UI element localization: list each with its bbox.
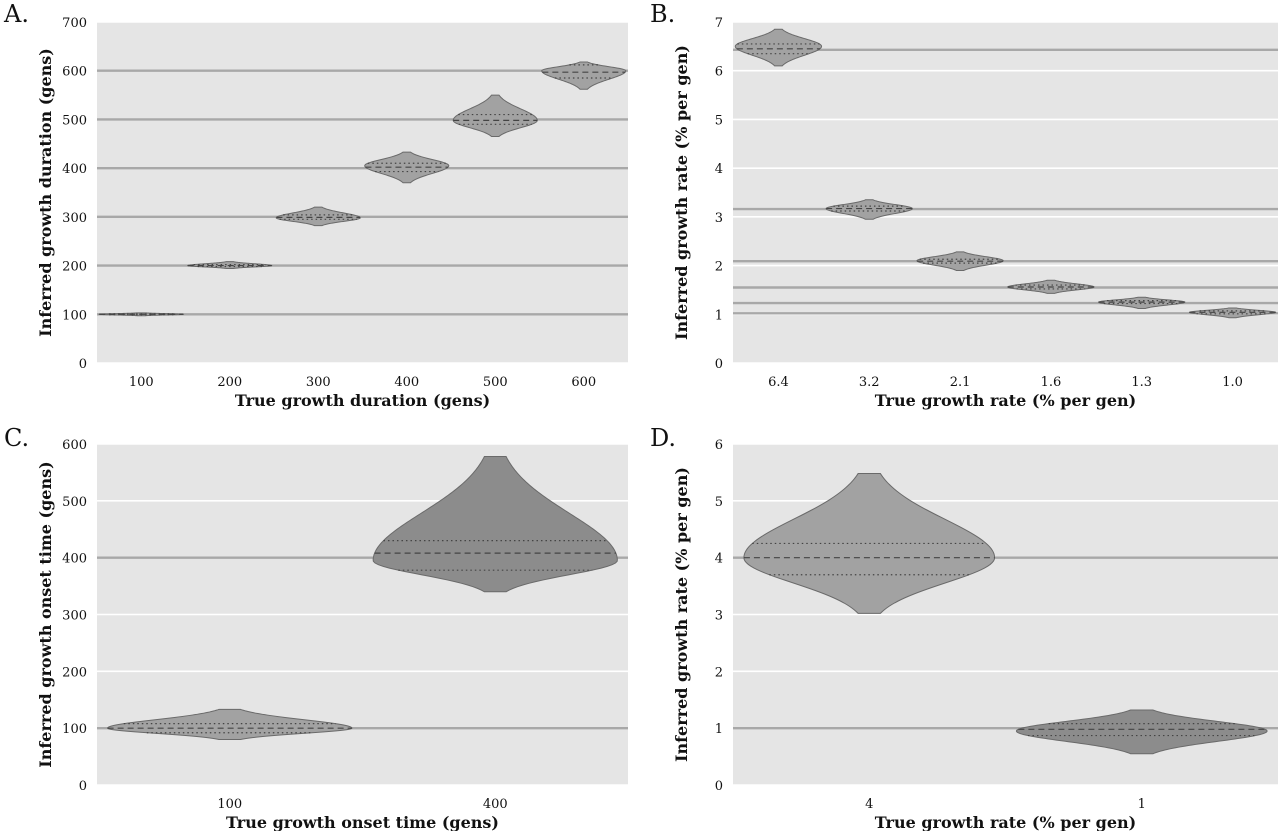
y-tick-label: 4 (715, 552, 723, 567)
y-tick-label: 1 (715, 308, 723, 323)
violin-500 (452, 94, 538, 137)
x-tick-label: 500 (483, 375, 508, 390)
x-axis-title: True growth rate (% per gen) (875, 391, 1136, 410)
x-tick-label: 100 (129, 375, 154, 390)
y-tick-label: 0 (79, 357, 87, 372)
violin-body (1098, 296, 1186, 309)
x-tick-label: 2.1 (950, 375, 971, 390)
x-tick-label: 400 (394, 375, 419, 390)
y-tick-label: 700 (62, 16, 87, 31)
violin-body (107, 708, 353, 741)
y-tick-label: 500 (62, 495, 87, 510)
violin-body (743, 473, 996, 614)
y-tick-label: 300 (62, 609, 87, 624)
y-tick-label: 5 (715, 113, 723, 128)
y-tick-label: 5 (715, 495, 723, 510)
violin-body (372, 456, 618, 593)
violin-200 (187, 261, 273, 269)
x-tick-label: 200 (217, 375, 242, 390)
violin-400 (364, 151, 450, 184)
violin-300 (275, 206, 361, 227)
y-tick-label: 300 (62, 211, 87, 226)
violin-body (452, 94, 538, 137)
x-tick-label: 6.4 (768, 375, 789, 390)
y-tick-label: 1 (715, 722, 723, 737)
x-tick-label: 300 (306, 375, 331, 390)
y-tick-label: 3 (715, 609, 723, 624)
y-tick-label: 500 (62, 113, 87, 128)
violin-3.2 (825, 199, 913, 220)
panel-letter: D. (650, 424, 676, 452)
y-axis-title: Inferred growth onset time (gens) (36, 461, 55, 767)
violin-100 (98, 312, 185, 317)
y-tick-label: 600 (62, 65, 87, 80)
y-tick-label: 400 (62, 552, 87, 567)
y-tick-label: 6 (715, 438, 723, 453)
y-tick-label: 0 (79, 779, 87, 794)
violin-6.4 (734, 28, 823, 67)
y-tick-label: 2 (715, 260, 723, 275)
violin-2.1 (916, 251, 1004, 271)
y-tick-label: 100 (62, 722, 87, 737)
y-tick-label: 100 (62, 308, 87, 323)
y-tick-label: 200 (62, 665, 87, 680)
x-tick-label: 400 (483, 797, 508, 812)
y-tick-label: 600 (62, 438, 87, 453)
x-tick-label: 1.3 (1131, 375, 1152, 390)
violin-1.6 (1007, 279, 1095, 294)
y-tick-label: 7 (715, 16, 723, 31)
violin-600 (541, 61, 627, 90)
violin-body (1015, 709, 1268, 755)
x-axis-title: True growth duration (gens) (235, 391, 490, 410)
y-axis-title: Inferred growth duration (gens) (36, 48, 55, 337)
y-axis-title: Inferred growth rate (% per gen) (672, 45, 691, 340)
y-tick-label: 200 (62, 260, 87, 275)
y-tick-label: 6 (715, 65, 723, 80)
x-tick-label: 1.0 (1222, 375, 1243, 390)
x-tick-label: 600 (571, 375, 596, 390)
violin-100 (107, 708, 353, 741)
panel-1: 0 100 200 300 400 500 600 700 100 200 300 400 500 600… (3, 0, 628, 410)
x-tick-label: 100 (217, 797, 242, 812)
violin-1 (1015, 709, 1268, 755)
y-tick-label: 4 (715, 162, 723, 177)
plot-area (733, 22, 1278, 363)
panel-2: 0 1 2 3 4 5 6 7 6.4 3.2 2.1 1.6 1.3 1.0 True growth ra… (650, 0, 1278, 410)
plot-area (97, 22, 628, 363)
violin-400 (372, 456, 618, 593)
y-tick-label: 0 (715, 357, 723, 372)
x-axis-title: True growth onset time (gens) (226, 813, 499, 831)
violin-1.3 (1098, 296, 1186, 309)
y-axis-title: Inferred growth rate (% per gen) (672, 467, 691, 762)
panel-letter: A. (3, 0, 29, 28)
x-tick-label: 3.2 (859, 375, 880, 390)
violin-4 (743, 473, 996, 614)
x-axis-title: True growth rate (% per gen) (875, 813, 1136, 831)
panel-letter: C. (4, 424, 29, 452)
violin-body (541, 61, 627, 90)
x-tick-label: 4 (865, 797, 873, 812)
y-tick-label: 400 (62, 162, 87, 177)
y-tick-label: 3 (715, 211, 723, 226)
y-tick-label: 2 (715, 665, 723, 680)
y-tick-label: 0 (715, 779, 723, 794)
panel-letter: B. (650, 0, 675, 28)
x-tick-label: 1.6 (1041, 375, 1062, 390)
violin-1.0 (1188, 307, 1277, 319)
violin-body (825, 199, 913, 220)
x-tick-label: 1 (1138, 797, 1146, 812)
